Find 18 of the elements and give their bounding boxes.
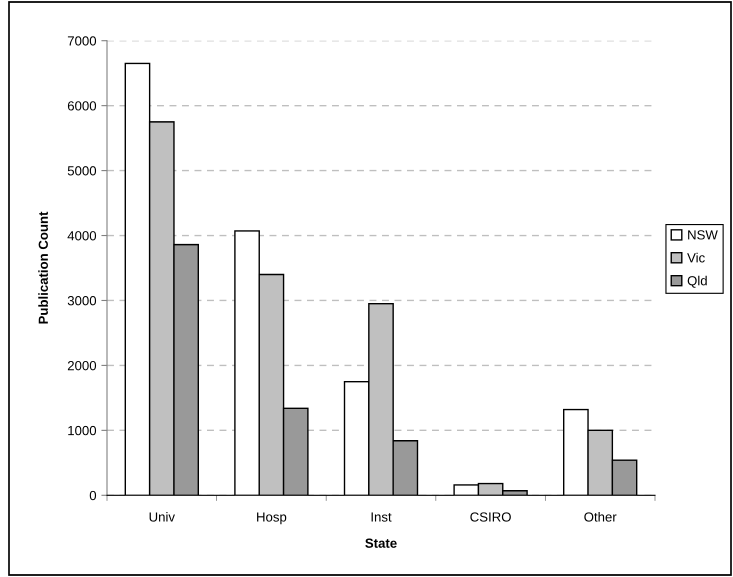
x-tick-label: Other [584,512,616,522]
y-tick-label: 3000 [68,296,96,306]
y-tick-label: 1000 [68,426,96,436]
y-axis-title: Publication Count [38,212,48,324]
y-tick-label: 5000 [68,166,96,176]
x-tick-label: Hosp [257,512,286,524]
x-tick-label: Univ [150,512,175,522]
x-axis-title: State [365,538,397,548]
legend-label: Qld [688,276,707,288]
legend-label: Vic [687,252,705,262]
x-tick-label: Inst [372,512,392,522]
y-tick-label: 7000 [68,36,96,46]
y-tick-label: 6000 [68,101,96,111]
y-tick-label: 4000 [68,231,96,240]
y-tick-label: 0 [90,490,96,500]
y-tick-label: 2000 [68,360,96,370]
legend-label: NSW [688,230,718,240]
x-tick-label: CSIRO [470,512,511,522]
